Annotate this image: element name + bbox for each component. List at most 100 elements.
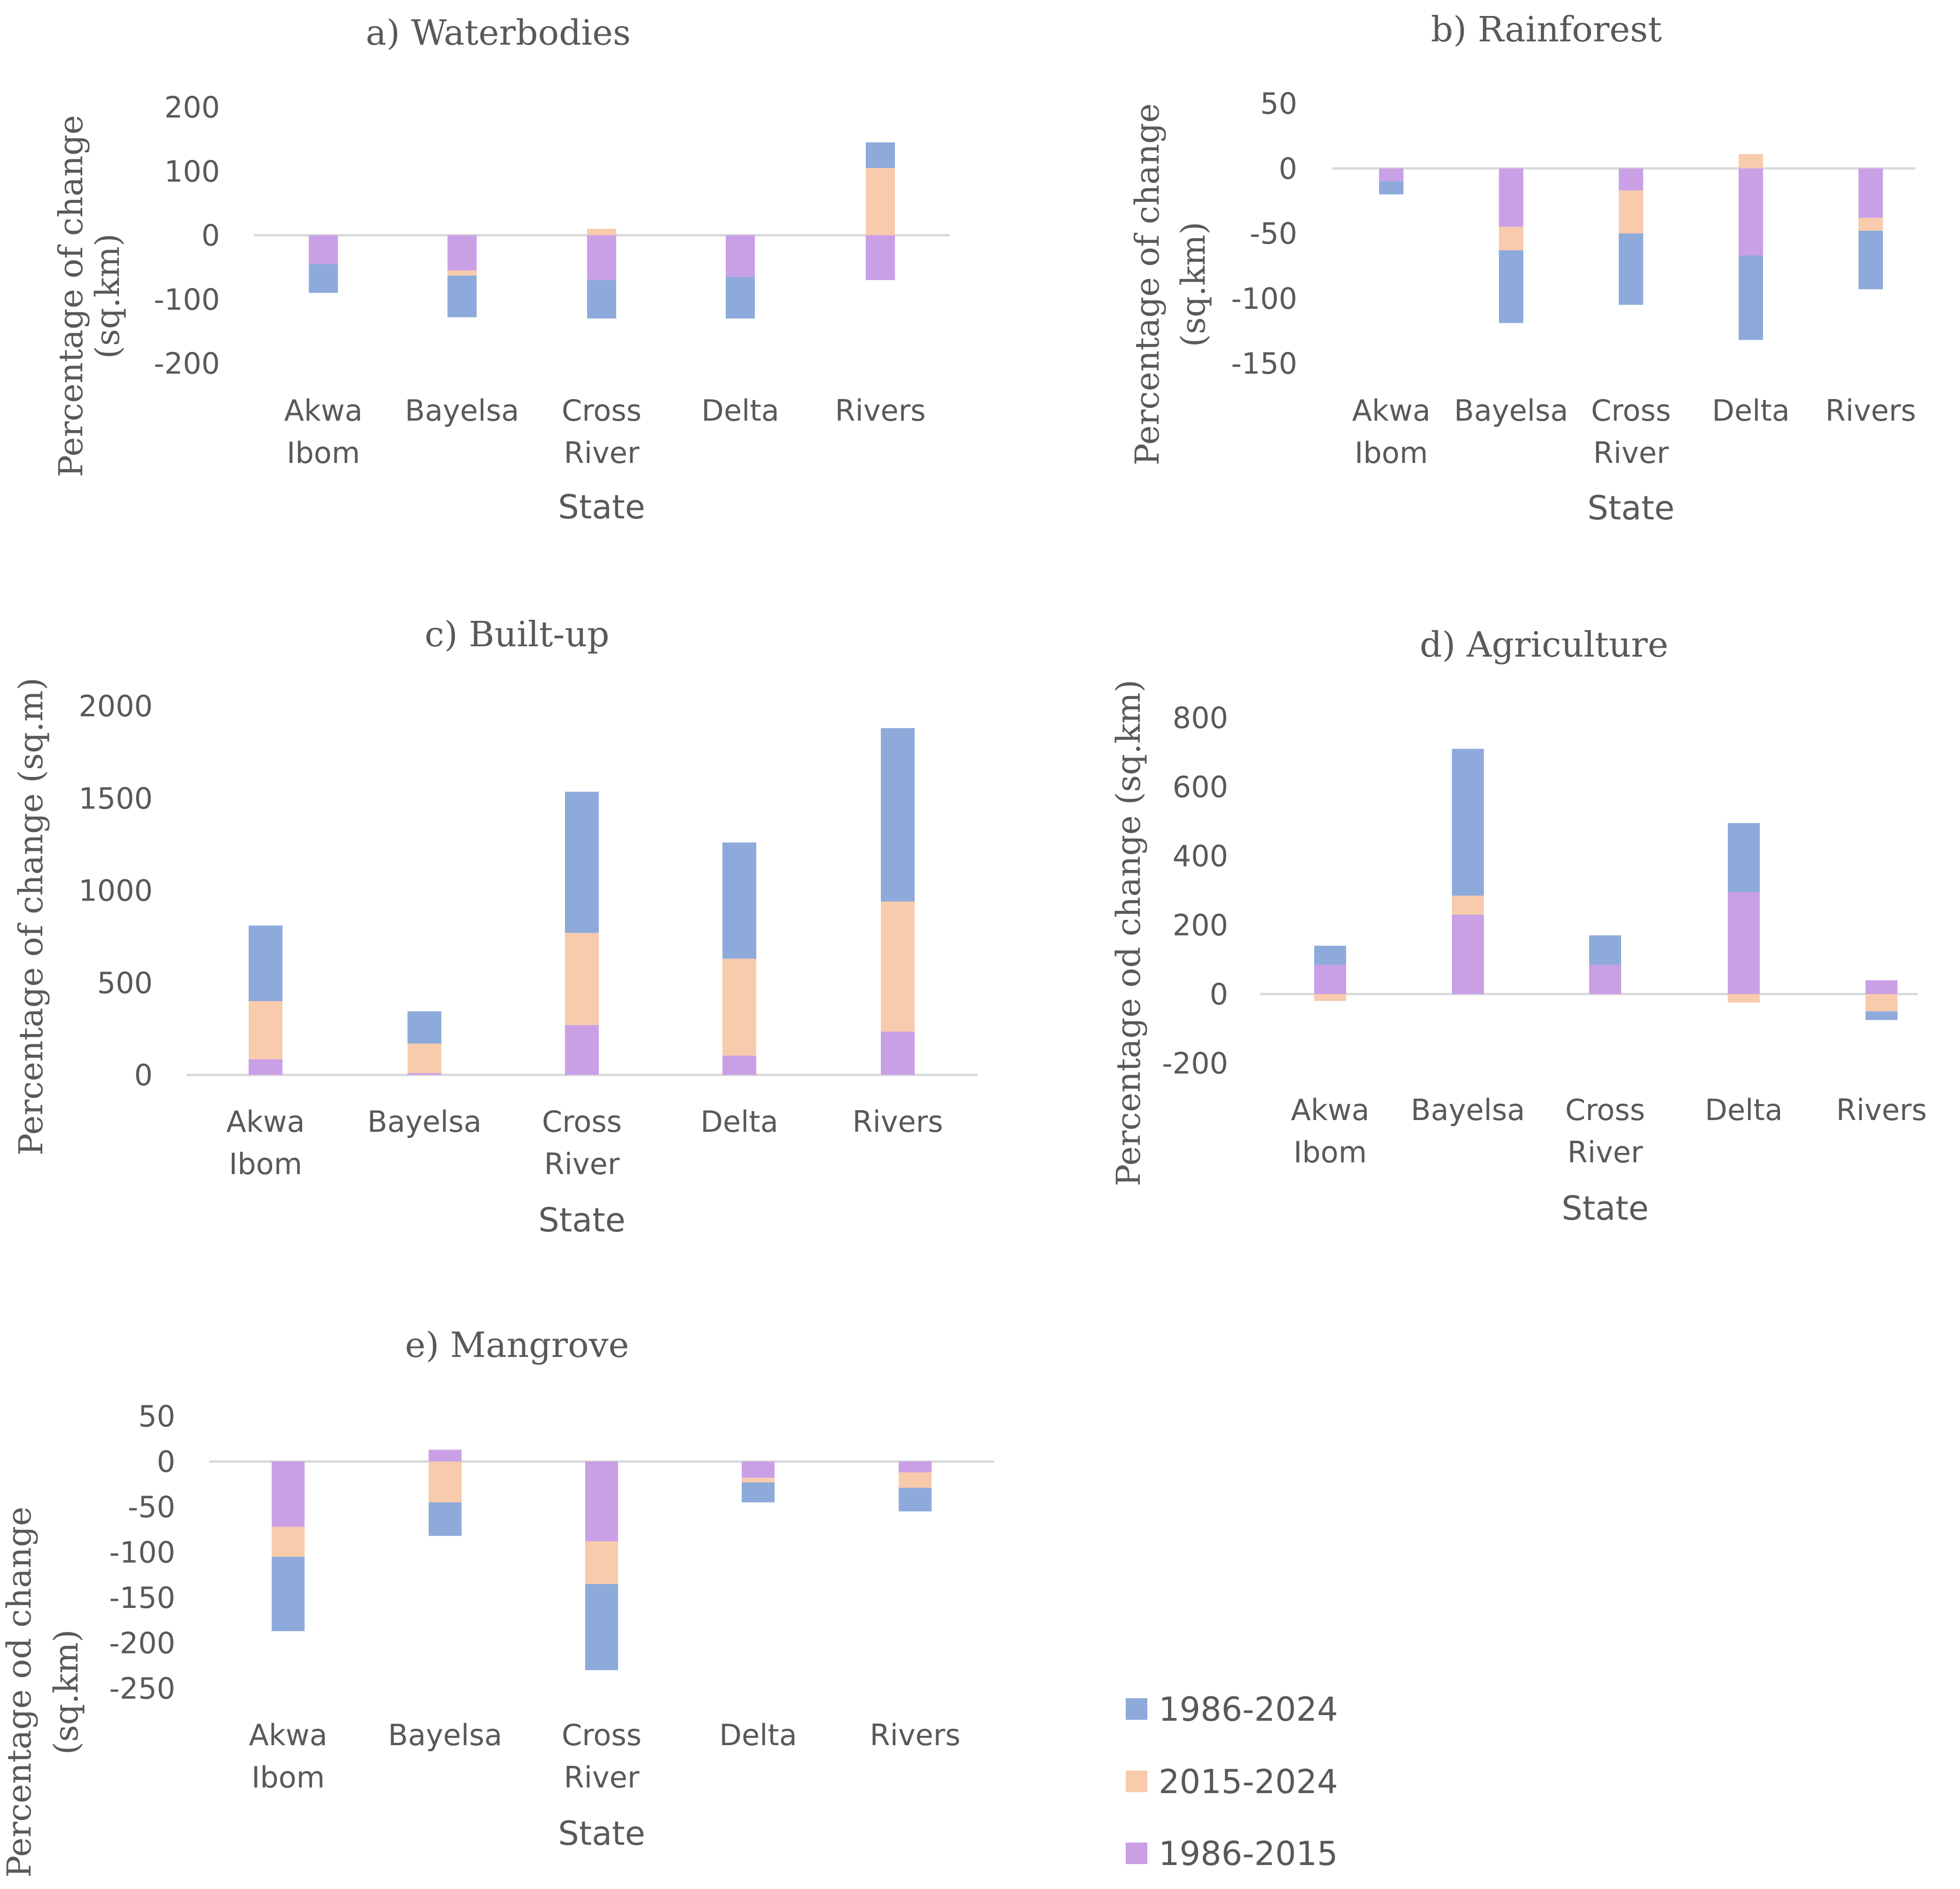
bar-2015-2024-akwa-ibom	[1314, 994, 1346, 1001]
bar-2015-2024-rivers	[881, 901, 915, 1032]
bar-2015-2024-bayelsa	[1452, 895, 1484, 915]
category-label: Akwa Ibom	[249, 1718, 327, 1795]
category-label: Rivers	[1826, 393, 1916, 428]
x-axis-label: State	[1587, 489, 1674, 527]
category-label: Delta	[1712, 393, 1789, 428]
bar-1986-2024-cross-river	[585, 1584, 618, 1670]
y-tick-label: 500	[97, 966, 153, 1000]
category-label: Akwa Ibom	[1352, 393, 1430, 470]
bar-2015-2024-cross-river	[565, 933, 599, 1026]
charts-container: a) Waterbodies 200 1000 -100 -200 Akwa Ibom Bay…	[0, 9, 1927, 1878]
category-label: Akwa Ibom	[226, 1105, 305, 1181]
category-label: Cross River	[542, 1105, 622, 1181]
bar-2015-2024-bayelsa	[1499, 227, 1523, 251]
y-tick-label: 1000	[78, 874, 153, 908]
category-label: Delta	[701, 393, 779, 428]
chart-5: e) Mangrove 50 0 -50 -100 -150 -200 -250 Akwa Ibo…	[0, 1325, 994, 1878]
category-label: Bayelsa	[388, 1718, 502, 1752]
bar-1986-2015-bayelsa	[429, 1450, 462, 1462]
bar-1986-2015-delta	[742, 1461, 775, 1478]
category-label: Cross River	[562, 1718, 642, 1795]
bar-1986-2015-bayelsa	[408, 1073, 441, 1075]
bar-1986-2024-delta	[1728, 823, 1760, 893]
y-tick-label: 50	[138, 1399, 175, 1434]
chart-title: e) Mangrove	[405, 1325, 629, 1365]
y-tick-label: -250	[109, 1671, 175, 1706]
category-label: Delta	[1705, 1093, 1782, 1127]
legend-swatch-1986-2024	[1126, 1698, 1147, 1720]
y-tick-label: 0	[157, 1445, 175, 1479]
bar-1986-2015-cross-river	[1619, 168, 1643, 191]
y-tick-label: 800	[1173, 701, 1228, 735]
chart-title: c) Built-up	[425, 614, 610, 655]
bar-1986-2015-rivers	[1866, 980, 1897, 994]
y-tick-label: 200	[165, 90, 220, 125]
category-label: Bayelsa	[368, 1105, 482, 1139]
bar-2015-2024-rivers	[866, 168, 895, 235]
bar-1986-2024-akwa-ibom	[272, 1557, 305, 1631]
bar-2015-2024-delta	[722, 958, 756, 1056]
legend-label-1986-2015: 1986-2015	[1159, 1834, 1338, 1873]
bar-2015-2024-cross-river	[585, 1541, 618, 1584]
bar-1986-2024-cross-river	[565, 792, 599, 933]
chart-3: c) Built-up 2000 1500 1000 500 0 Akwa Ibom Bayel…	[12, 614, 978, 1239]
bar-1986-2015-akwa-ibom	[1379, 168, 1403, 181]
bar-1986-2024-bayelsa	[447, 275, 477, 317]
bar-1986-2024-akwa-ibom	[249, 925, 282, 1001]
bar-1986-2024-rivers	[1858, 230, 1883, 290]
bar-2015-2024-akwa-ibom	[249, 1001, 282, 1059]
legend-label-1986-2024: 1986-2024	[1159, 1690, 1338, 1729]
chart-2: b) Rainforest 50 0 -50 -100 -150 Akwa Ibom Bayel…	[1128, 9, 1916, 527]
bar-1986-2015-bayelsa	[1499, 168, 1523, 227]
bar-1986-2024-bayelsa	[1452, 749, 1484, 896]
y-tick-label: -100	[109, 1536, 175, 1570]
y-axis-label: Percentage od change (sq.km)	[0, 1506, 86, 1877]
y-axis-label: Percentage od change (sq.km)	[1109, 680, 1148, 1186]
y-tick-label: 400	[1173, 839, 1228, 873]
y-tick-label: 0	[1210, 977, 1228, 1011]
x-axis-label: State	[1561, 1189, 1648, 1228]
bar-2015-2024-cross-river	[1619, 190, 1643, 234]
x-axis-label: State	[538, 1201, 625, 1239]
bar-1986-2015-akwa-ibom	[1314, 964, 1346, 994]
chart-title: a) Waterbodies	[366, 13, 631, 53]
y-tick-label: -150	[109, 1581, 175, 1615]
category-label: Rivers	[853, 1105, 943, 1139]
bar-1986-2015-akwa-ibom	[272, 1461, 305, 1527]
bar-1986-2024-cross-river	[1589, 935, 1621, 965]
chart-title: d) Agriculture	[1420, 625, 1669, 665]
bar-1986-2024-akwa-ibom	[309, 264, 338, 293]
y-tick-label: 0	[202, 219, 220, 253]
bar-1986-2024-rivers	[881, 728, 915, 902]
category-label: Bayelsa	[405, 393, 519, 428]
category-label: Akwa Ibom	[284, 393, 362, 470]
bar-1986-2015-cross-river	[565, 1025, 599, 1075]
bar-2015-2024-delta	[742, 1478, 775, 1482]
bar-1986-2024-cross-river	[587, 280, 616, 319]
category-label: Cross River	[1565, 1093, 1645, 1169]
bar-1986-2024-delta	[722, 842, 756, 959]
bar-2015-2024-bayelsa	[429, 1461, 462, 1503]
x-axis-label: State	[558, 488, 645, 526]
y-tick-label: 200	[1173, 908, 1228, 942]
category-label: Bayelsa	[1454, 393, 1568, 428]
bar-1986-2024-bayelsa	[1499, 250, 1523, 323]
legend-swatch-1986-2015	[1126, 1842, 1147, 1864]
legend-label-2015-2024: 2015-2024	[1159, 1763, 1338, 1801]
y-tick-label: 2000	[78, 689, 153, 723]
category-label: Bayelsa	[1411, 1093, 1525, 1127]
category-label: Rivers	[870, 1718, 961, 1752]
y-tick-label: -50	[128, 1490, 175, 1524]
y-axis-label: Percentage of change (sq.m)	[12, 678, 50, 1156]
bar-1986-2024-rivers	[866, 142, 895, 168]
y-tick-label: -200	[154, 346, 220, 381]
bar-2015-2024-rivers	[1866, 994, 1897, 1011]
legend-swatch-2015-2024	[1126, 1771, 1147, 1792]
y-axis-label: Percentage of change(sq.km)	[52, 115, 127, 478]
category-label: Rivers	[1836, 1093, 1927, 1127]
bar-2015-2024-rivers	[1858, 218, 1883, 231]
bar-1986-2015-rivers	[866, 235, 895, 280]
bar-1986-2015-delta	[1739, 168, 1763, 256]
y-tick-label: -100	[1231, 282, 1297, 316]
category-label: Delta	[700, 1105, 778, 1139]
